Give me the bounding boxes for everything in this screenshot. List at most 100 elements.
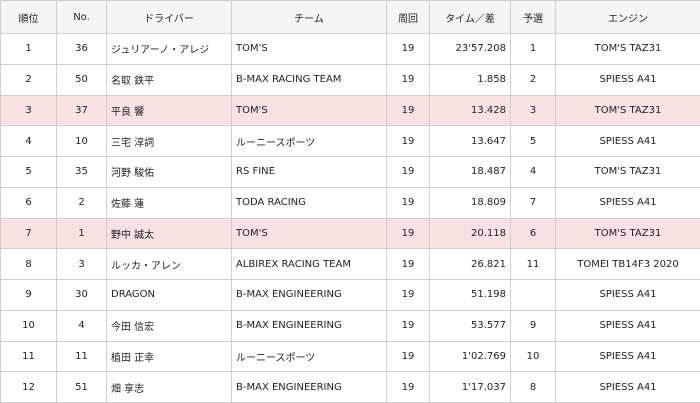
cell-car-number: 2 (56, 186, 107, 219)
cell-qualifying (510, 279, 556, 311)
cell-time-gap: 26.821 (429, 248, 511, 280)
cell-time-gap: 53.577 (429, 309, 511, 342)
cell-qualifying: 1 (510, 33, 556, 65)
cell-position: 1 (0, 33, 57, 65)
cell-driver: ジュリアーノ・アレジ (106, 33, 232, 65)
cell-qualifying: 10 (510, 340, 556, 373)
header-qual: 予選 (510, 0, 556, 34)
cell-team: B-MAX ENGINEERING (231, 371, 387, 403)
cell-qualifying: 2 (510, 63, 556, 96)
cell-driver: 今田 信宏 (106, 309, 232, 342)
cell-engine: SPIESS A41 (555, 63, 700, 96)
table-row: 12 51 畑 享志 B-MAX ENGINEERING 19 1'17.037 8 SPIE… (0, 371, 700, 403)
cell-time-gap: 20.118 (429, 217, 511, 250)
cell-laps: 19 (386, 279, 430, 311)
cell-laps: 19 (386, 156, 430, 188)
cell-position: 4 (0, 125, 57, 157)
table-row: 10 4 今田 信宏 B-MAX ENGINEERING 19 53.577 9 SPIESS… (0, 309, 700, 342)
table-row: 3 37 平良 響 TOM'S 19 13.428 3 TOM'S TAZ31 (0, 94, 700, 127)
table-row: 6 2 佐藤 蓮 TODA RACING 19 18.809 7 SPIESS A41 (0, 186, 700, 219)
cell-car-number: 11 (56, 340, 107, 373)
cell-time-gap: 1'17.037 (429, 371, 511, 403)
cell-qualifying: 11 (510, 248, 556, 280)
cell-driver: 平良 響 (106, 94, 232, 127)
results-body: 1 36 ジュリアーノ・アレジ TOM'S 19 23'57.208 1 TOM'S TAZ3… (0, 33, 700, 403)
cell-engine: TOM'S TAZ31 (555, 156, 700, 188)
cell-position: 12 (0, 371, 57, 403)
header-no: No. (56, 0, 107, 34)
cell-team: RS FINE (231, 156, 387, 188)
table-row: 5 35 河野 駿佑 RS FINE 19 18.487 4 TOM'S TAZ31 (0, 156, 700, 188)
cell-position: 6 (0, 186, 57, 219)
cell-engine: SPIESS A41 (555, 279, 700, 311)
table-row: 2 50 名取 鉄平 B-MAX RACING TEAM 19 1.858 2 SPIESS … (0, 63, 700, 96)
cell-team: ルーニースポーツ (231, 125, 387, 157)
cell-engine: TOMEI TB14F3 2020 (555, 248, 700, 280)
cell-driver: ルッカ・アレン (106, 248, 232, 280)
cell-car-number: 50 (56, 63, 107, 96)
cell-time-gap: 13.647 (429, 125, 511, 157)
cell-engine: SPIESS A41 (555, 371, 700, 403)
header-time: タイム／差 (429, 0, 511, 34)
header-driver: ドライバー (106, 0, 232, 34)
cell-car-number: 37 (56, 94, 107, 127)
cell-team: ルーニースポーツ (231, 340, 387, 373)
cell-time-gap: 18.809 (429, 186, 511, 219)
cell-qualifying: 3 (510, 94, 556, 127)
cell-engine: SPIESS A41 (555, 125, 700, 157)
cell-team: B-MAX ENGINEERING (231, 279, 387, 311)
header-laps: 周回 (386, 0, 430, 34)
header-team: チーム (231, 0, 387, 34)
cell-car-number: 10 (56, 125, 107, 157)
cell-qualifying: 6 (510, 217, 556, 250)
cell-laps: 19 (386, 371, 430, 403)
header-pos: 順位 (0, 0, 57, 34)
cell-driver: 野中 誠太 (106, 217, 232, 250)
cell-time-gap: 18.487 (429, 156, 511, 188)
cell-driver: 河野 駿佑 (106, 156, 232, 188)
cell-time-gap: 51.198 (429, 279, 511, 311)
cell-position: 7 (0, 217, 57, 250)
cell-engine: SPIESS A41 (555, 309, 700, 342)
cell-driver: 佐藤 蓮 (106, 186, 232, 219)
table-row: 8 3 ルッカ・アレン ALBIREX RACING TEAM 19 26.821 11 TO… (0, 248, 700, 280)
cell-position: 5 (0, 156, 57, 188)
table-row: 7 1 野中 誠太 TOM'S 19 20.118 6 TOM'S TAZ31 (0, 217, 700, 250)
cell-team: TODA RACING (231, 186, 387, 219)
cell-position: 2 (0, 63, 57, 96)
cell-car-number: 1 (56, 217, 107, 250)
cell-driver: 名取 鉄平 (106, 63, 232, 96)
cell-team: TOM'S (231, 217, 387, 250)
cell-team: TOM'S (231, 33, 387, 65)
table-row: 11 11 植田 正幸 ルーニースポーツ 19 1'02.769 10 SPIESS A41 (0, 340, 700, 373)
cell-engine: TOM'S TAZ31 (555, 217, 700, 250)
table-row: 4 10 三宅 淳詞 ルーニースポーツ 19 13.647 5 SPIESS A41 (0, 125, 700, 157)
cell-qualifying: 8 (510, 371, 556, 403)
cell-driver: DRAGON (106, 279, 232, 311)
cell-laps: 19 (386, 217, 430, 250)
cell-engine: TOM'S TAZ31 (555, 94, 700, 127)
table-row: 9 30 DRAGON B-MAX ENGINEERING 19 51.198 SPIESS… (0, 279, 700, 311)
cell-team: B-MAX RACING TEAM (231, 63, 387, 96)
cell-time-gap: 1.858 (429, 63, 511, 96)
cell-engine: SPIESS A41 (555, 340, 700, 373)
cell-laps: 19 (386, 94, 430, 127)
cell-car-number: 3 (56, 248, 107, 280)
table-row: 1 36 ジュリアーノ・アレジ TOM'S 19 23'57.208 1 TOM'S TAZ3… (0, 33, 700, 65)
cell-car-number: 36 (56, 33, 107, 65)
cell-laps: 19 (386, 340, 430, 373)
cell-qualifying: 4 (510, 156, 556, 188)
cell-position: 3 (0, 94, 57, 127)
cell-team: B-MAX ENGINEERING (231, 309, 387, 342)
cell-time-gap: 13.428 (429, 94, 511, 127)
cell-qualifying: 5 (510, 125, 556, 157)
cell-laps: 19 (386, 125, 430, 157)
cell-car-number: 30 (56, 279, 107, 311)
cell-team: ALBIREX RACING TEAM (231, 248, 387, 280)
cell-driver: 植田 正幸 (106, 340, 232, 373)
cell-qualifying: 7 (510, 186, 556, 219)
cell-laps: 19 (386, 248, 430, 280)
cell-laps: 19 (386, 63, 430, 96)
cell-laps: 19 (386, 33, 430, 65)
